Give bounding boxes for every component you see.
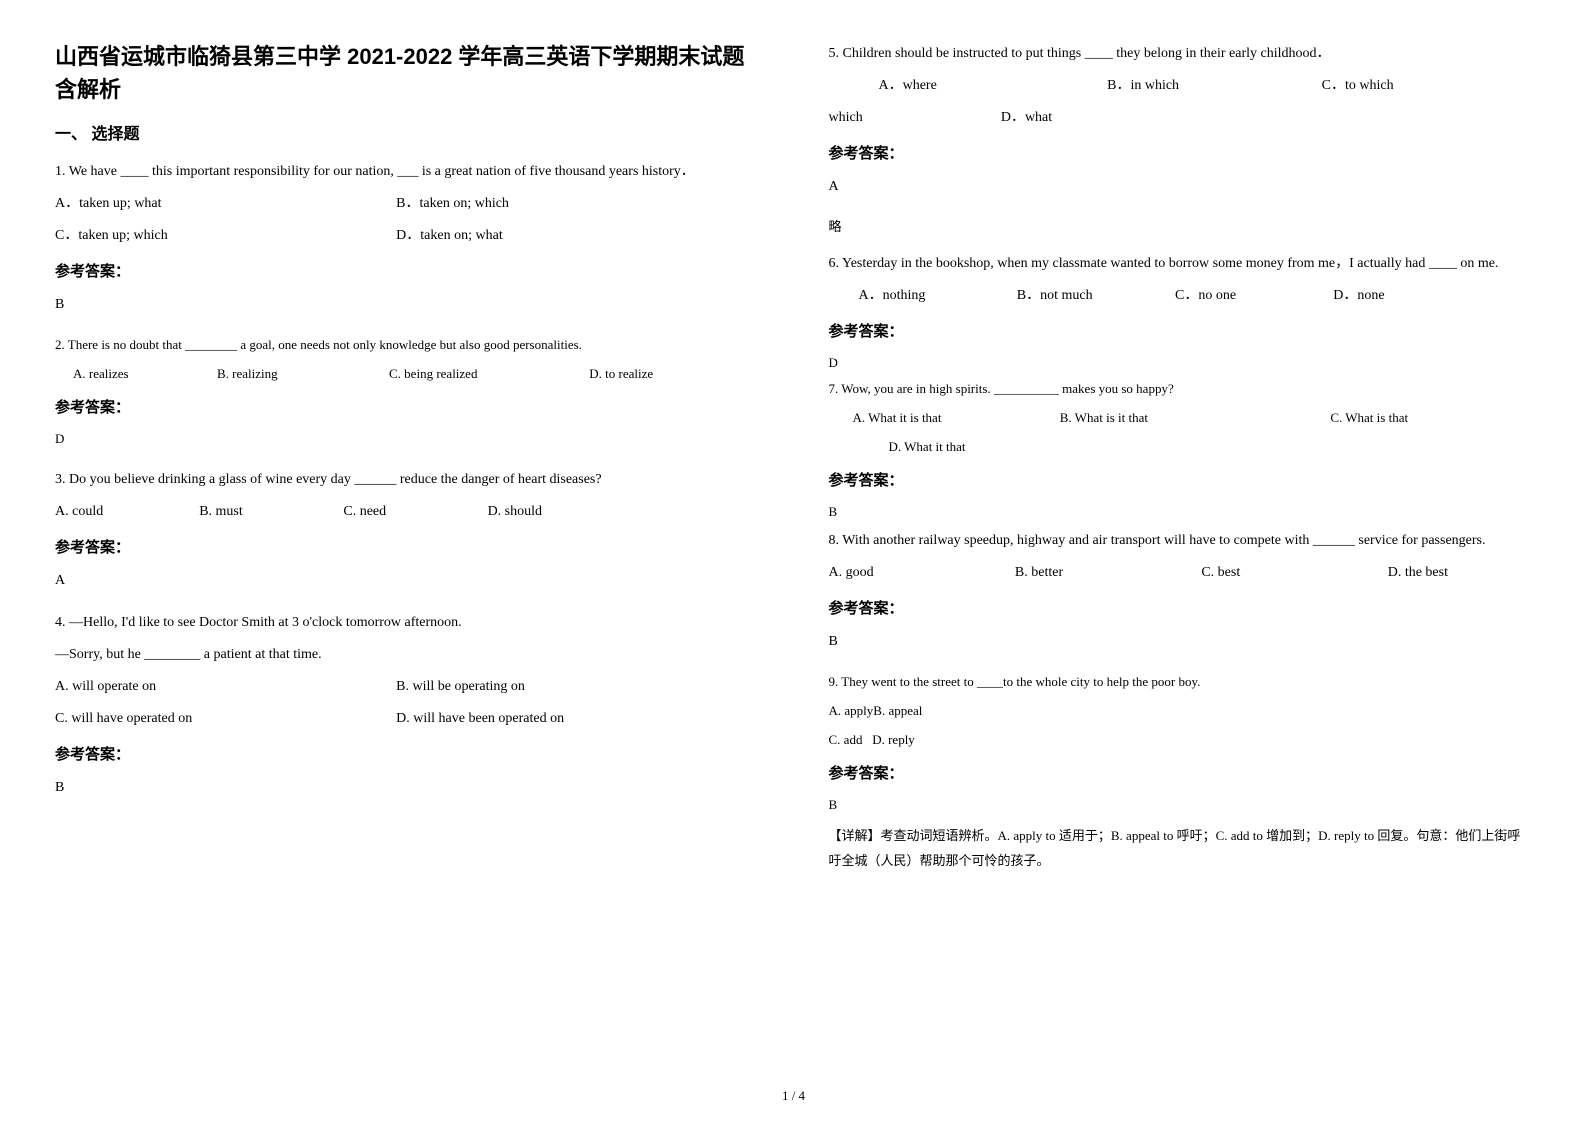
q1-stem: 1. We have ____ this important responsib… (55, 158, 759, 186)
q1-ans: B (55, 291, 759, 319)
q2-optC: C. being realized (389, 362, 586, 387)
q1-optA: A．taken up; what (55, 190, 393, 218)
doc-title: 山西省运城市临猗县第三中学 2021-2022 学年高三英语下学期期末试题含解析 (55, 40, 759, 106)
q7-ans: B (829, 500, 1533, 525)
q3-ans: A (55, 567, 759, 595)
q4-options-row2: C. will have operated on D. will have be… (55, 705, 759, 733)
q7-optB: B. What is it that (1060, 406, 1327, 431)
q3-optB: B. must (199, 498, 340, 526)
q2-ans-label: 参考答案： (55, 396, 759, 417)
q9-ans-label: 参考答案： (829, 762, 1533, 783)
q7-options-row1: A. What it is that B. What is it that C.… (829, 406, 1533, 431)
q4-optB: B. will be operating on (396, 673, 525, 701)
q6-optA: A．nothing (859, 282, 1014, 310)
q5-optD: D．what (1001, 104, 1052, 132)
q4-optC: C. will have operated on (55, 705, 393, 733)
q8-optB: B. better (1015, 559, 1198, 587)
q7-optD: D. What it that (889, 435, 966, 460)
q6-options: A．nothing B．not much C．no one D．none (829, 282, 1533, 310)
q8-optA: A. good (829, 559, 1012, 587)
q9-options-row2: C. add D. reply (829, 728, 1533, 753)
q8-options: A. good B. better C. best D. the best (829, 559, 1533, 587)
right-column: 5. Children should be instructed to put … (794, 40, 1568, 1070)
q2-optA: A. realizes (73, 362, 214, 387)
q3-ans-label: 参考答案： (55, 536, 759, 557)
page-number: 1 / 4 (0, 1088, 1587, 1104)
q1-optC: C．taken up; which (55, 222, 393, 250)
q5-options: A．where B．in which C．to which (829, 72, 1533, 100)
q6-optC: C．no one (1175, 282, 1330, 310)
q3-options: A. could B. must C. need D. should (55, 498, 759, 526)
section-heading: 一、 选择题 (55, 120, 759, 144)
q9-optA: A. apply (829, 703, 874, 718)
q7-optA: A. What it is that (853, 406, 1057, 431)
q3-optC: C. need (343, 498, 484, 526)
q4-line2: —Sorry, but he ________ a patient at tha… (55, 641, 759, 669)
q4-optD: D. will have been operated on (396, 705, 564, 733)
q6-stem: 6. Yesterday in the bookshop, when my cl… (829, 250, 1533, 278)
q5-optC: C．to which (1322, 72, 1394, 100)
q6-optB: B．not much (1017, 282, 1172, 310)
q7-stem: 7. Wow, you are in high spirits. _______… (829, 377, 1533, 402)
q5-ans-label: 参考答案： (829, 142, 1533, 163)
q1-optD: D．taken on; what (396, 222, 503, 250)
q7-ans-label: 参考答案： (829, 469, 1533, 490)
q9-optC: C. add (829, 732, 863, 747)
q9-optB: B. appeal (873, 703, 922, 718)
q1-options-row2: C．taken up; which D．taken on; what (55, 222, 759, 250)
q6-optD: D．none (1333, 282, 1384, 310)
q9-stem: 9. They went to the street to ____to the… (829, 670, 1533, 695)
q1-optB: B．taken on; which (396, 190, 509, 218)
left-column: 山西省运城市临猗县第三中学 2021-2022 学年高三英语下学期期末试题含解析… (20, 40, 794, 1070)
q9-explain: 【详解】考查动词短语辨析。A. apply to 适用于；B. appeal t… (829, 824, 1533, 873)
q8-ans: B (829, 628, 1533, 656)
q2-options: A. realizes B. realizing C. being realiz… (55, 362, 759, 387)
q7-options-row2: D. What it that (829, 435, 1533, 460)
q5-optA: A．where (879, 72, 1104, 100)
q5-stem: 5. Children should be instructed to put … (829, 40, 1533, 68)
q5-optB: B．in which (1107, 72, 1318, 100)
q3-optD: D. should (488, 498, 542, 526)
q2-stem: 2. There is no doubt that ________ a goa… (55, 333, 759, 358)
q4-ans-label: 参考答案： (55, 743, 759, 764)
q9-optD: D. reply (872, 732, 915, 747)
q3-stem: 3. Do you believe drinking a glass of wi… (55, 466, 759, 494)
q4-options-row1: A. will operate on B. will be operating … (55, 673, 759, 701)
q3-optA: A. could (55, 498, 196, 526)
q7-optC: C. What is that (1330, 406, 1408, 431)
q9-ans: B (829, 793, 1533, 818)
q2-ans: D (55, 427, 759, 452)
q6-ans: D (829, 351, 1533, 376)
q9-options-row1: A. applyB. appeal (829, 699, 1533, 724)
q8-optC: C. best (1201, 559, 1384, 587)
q1-options-row1: A．taken up; what B．taken on; which (55, 190, 759, 218)
q8-optD: D. the best (1388, 559, 1448, 587)
q2-optD: D. to realize (589, 362, 653, 387)
q4-optA: A. will operate on (55, 673, 393, 701)
q8-ans-label: 参考答案： (829, 597, 1533, 618)
q5-ans: A (829, 173, 1533, 201)
q1-ans-label: 参考答案： (55, 260, 759, 281)
q2-optB: B. realizing (217, 362, 386, 387)
q8-stem: 8. With another railway speedup, highway… (829, 527, 1533, 555)
q5-extra: 略 (829, 215, 1533, 240)
q5-options-row2: which D．what (829, 104, 1533, 132)
q6-ans-label: 参考答案： (829, 320, 1533, 341)
q4-ans: B (55, 774, 759, 802)
q4-line1: 4. —Hello, I'd like to see Doctor Smith … (55, 609, 759, 637)
